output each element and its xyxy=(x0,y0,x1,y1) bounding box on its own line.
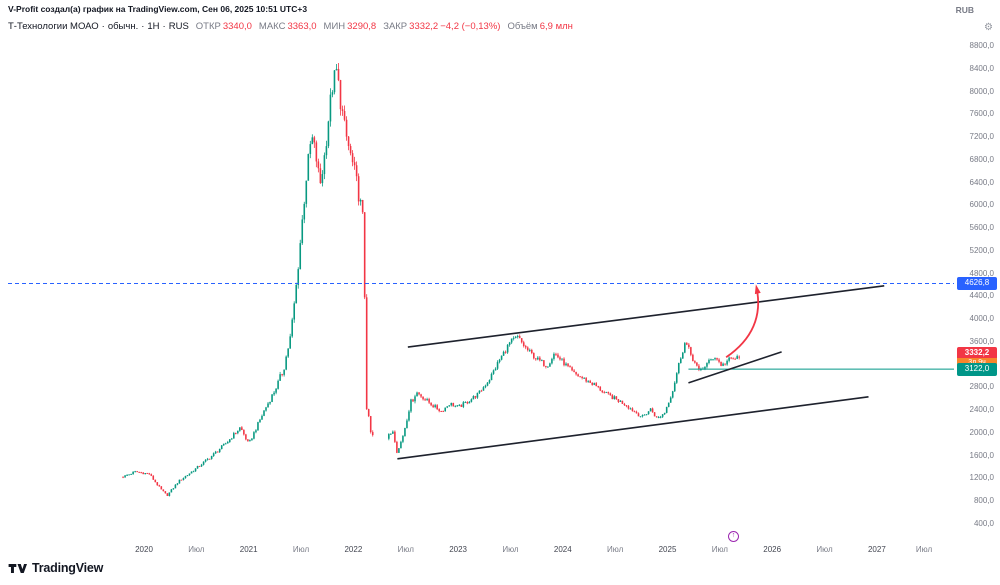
time-axis-label: 2024 xyxy=(553,545,572,554)
price-axis-label: 1200,0 xyxy=(969,473,994,483)
last-price-value: 3332,2 xyxy=(957,347,997,359)
ohlc-value: 3363,0 xyxy=(287,21,317,32)
currency-label[interactable]: RUB xyxy=(955,5,974,15)
time-axis-label: 2023 xyxy=(449,545,467,554)
time-axis-label: Июл xyxy=(816,545,833,554)
symbol-info-row: Т-Технологии МОАО · обычн. · 1Н · RUS ОТКР 3340,… xyxy=(8,21,573,32)
volume-label: Объём xyxy=(507,21,538,32)
time-axis-label: Июл xyxy=(292,545,310,554)
time-axis-label: Июл xyxy=(502,545,519,554)
ohlc-value: 3290,8 xyxy=(347,21,377,32)
price-axis-label: 3600,0 xyxy=(969,336,994,346)
separator-dot: · xyxy=(162,21,166,32)
separator-dot: · xyxy=(141,21,145,32)
price-axis-label: 4000,0 xyxy=(969,314,994,324)
price-axis-label: 2800,0 xyxy=(969,382,994,392)
time-axis-label: 2027 xyxy=(867,545,886,554)
ohlc-label: ЗАКР xyxy=(383,21,408,32)
dashed-level-price-badge: 4626,8 xyxy=(957,276,997,290)
price-axis-label: 4400,0 xyxy=(969,291,994,301)
gear-icon[interactable]: ⚙ xyxy=(984,22,993,33)
time-axis-label: Июл xyxy=(915,545,933,554)
price-axis-label: 7600,0 xyxy=(969,109,994,119)
ohlc-label: МАКС xyxy=(258,21,286,32)
symbol-title[interactable]: Т-Технологии МОАО xyxy=(8,21,99,32)
ohlc-label: МИН xyxy=(323,21,346,32)
price-axis-label: 6000,0 xyxy=(969,200,994,210)
price-axis-label: 8000,0 xyxy=(969,86,994,96)
brand-wordmark: TradingView xyxy=(32,561,104,575)
price-axis-label: 1600,0 xyxy=(969,450,994,460)
time-axis-label: Июл xyxy=(188,545,205,554)
price-axis-label: 8800,0 xyxy=(969,41,994,50)
price-axis-label: 400,0 xyxy=(973,519,994,528)
ohlc-value: 3332,2 xyxy=(409,21,439,32)
ohlc-label: ОТКР xyxy=(195,21,221,32)
time-axis-label: 2020 xyxy=(135,545,153,554)
price-axis-label: 5200,0 xyxy=(969,245,994,255)
market-label: RUS xyxy=(168,21,189,32)
tradingview-logo-icon xyxy=(8,563,27,573)
price-axis-label: 6400,0 xyxy=(969,177,994,187)
arrow-up-circle-marker[interactable]: ↑ xyxy=(727,531,739,542)
ohlc-value: 3340,0 xyxy=(222,21,252,32)
chart-attribution: V-Profit создал(а) график на TradingView… xyxy=(8,4,308,14)
timeframe-label[interactable]: 1Н xyxy=(147,21,160,32)
price-axis-label: 6800,0 xyxy=(969,154,994,164)
separator-dot: · xyxy=(101,21,105,32)
time-axis-label: 2021 xyxy=(239,545,258,554)
time-axis-label: Июл xyxy=(711,545,728,554)
price-axis-label: 5600,0 xyxy=(969,223,994,233)
time-axis-label: Июл xyxy=(397,545,414,554)
tradingview-logo[interactable]: TradingView xyxy=(8,561,103,575)
time-axis-label: Июл xyxy=(607,545,624,554)
price-axis-label: 2000,0 xyxy=(969,427,994,437)
ohlc-values: ОТКР 3340,0 МАКС 3363,0 МИН 3290,8 ЗАКР 3332,2−… xyxy=(189,21,573,32)
price-axis-label: 8400,0 xyxy=(969,63,994,73)
teal-level-price-badge: 3122,0 xyxy=(957,362,997,376)
price-axis-label: 4800,0 xyxy=(969,268,994,278)
volume-value: 6,9 млн xyxy=(539,21,573,32)
price-axis-label: 7200,0 xyxy=(969,132,994,142)
price-axis-label: 800,0 xyxy=(973,496,994,506)
instrument-type: обычн. xyxy=(107,21,139,32)
time-axis-label: 2025 xyxy=(658,545,677,554)
time-axis-label: 2026 xyxy=(763,545,782,554)
price-axis-label: 2400,0 xyxy=(969,405,994,415)
change-value: −4,2 (−0,13%) xyxy=(440,21,501,32)
time-axis-label: 2022 xyxy=(344,545,363,554)
